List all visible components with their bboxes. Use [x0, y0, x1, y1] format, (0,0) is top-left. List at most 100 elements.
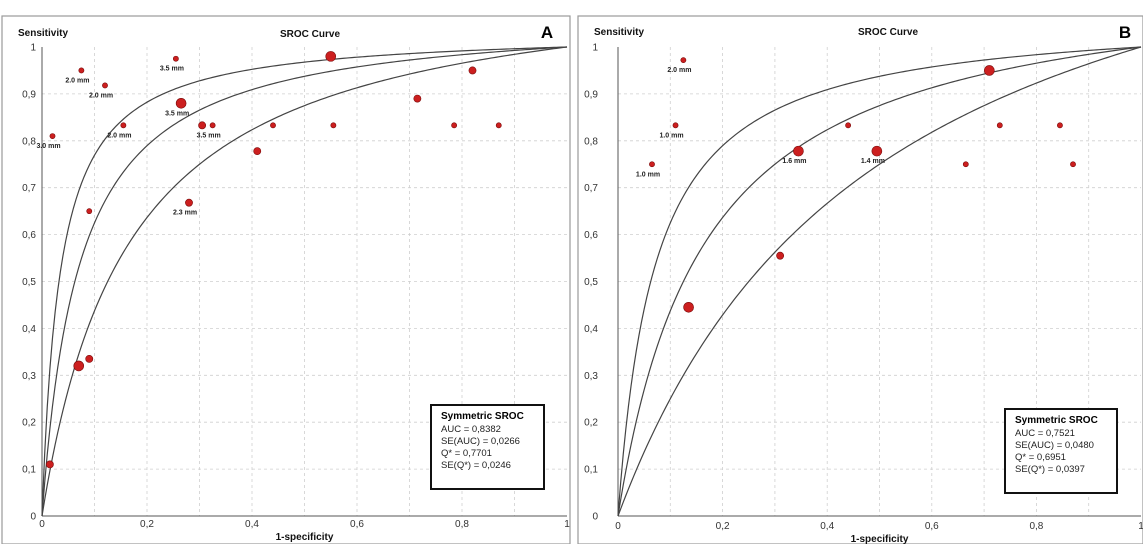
x-tick-label: 0: [39, 519, 45, 530]
data-point-label: 3.5 mm: [160, 66, 184, 73]
data-point-label: 3.0 mm: [36, 143, 60, 150]
data-point: [198, 121, 207, 130]
sroc-curve-2: [41, 46, 568, 517]
x-axis-title: 1-specificity: [276, 532, 334, 543]
x-tick-label: 0: [615, 521, 621, 532]
sroc-curve-3: [41, 46, 568, 517]
y-tick-label: 0,4: [584, 324, 598, 335]
legend-title: Symmetric SROC: [1015, 415, 1098, 426]
data-point-label: 1.0 mm: [636, 171, 660, 178]
data-point-label: 3.5 mm: [197, 132, 221, 139]
data-point: [172, 55, 179, 62]
data-point: [649, 161, 655, 168]
x-tick-label: 0,8: [1029, 521, 1043, 532]
sroc-curve-1: [617, 46, 1142, 517]
chart-panel-a: 0 0,2 0,4 0,6 0,8 1 0 0,1 0,2 0,3 0,4 0,5 0,6 0,7 0,8 0…: [1, 15, 571, 545]
data-point: [495, 122, 502, 129]
legend-stat: Q* = 0,7701: [441, 448, 492, 459]
y-tick-label: 0,2: [22, 418, 36, 429]
x-tick-label: 0,4: [245, 519, 259, 530]
y-tick-label: 0,3: [584, 371, 598, 382]
data-point: [984, 65, 995, 76]
data-point: [209, 122, 216, 129]
y-tick-label: 0: [30, 512, 36, 523]
y-axis-title: Sensitivity: [18, 28, 68, 39]
x-tick-label: 0,6: [925, 521, 939, 532]
data-point: [793, 145, 804, 157]
chart-title: SROC Curve: [280, 29, 340, 40]
legend-stat: SE(AUC) = 0,0480: [1015, 440, 1094, 451]
data-point: [102, 82, 108, 89]
data-point: [845, 122, 852, 129]
data-point: [996, 122, 1003, 129]
data-point: [270, 122, 276, 129]
data-point: [413, 94, 422, 103]
legend-stat: SE(Q*) = 0,0397: [1015, 464, 1085, 475]
panel-label: B: [1119, 23, 1131, 42]
data-point: [330, 122, 337, 129]
y-tick-label: 1: [30, 43, 36, 54]
data-point: [85, 354, 94, 363]
x-tick-label: 0,8: [455, 519, 469, 530]
data-point-label: 1.6 mm: [782, 158, 806, 165]
grid-lines: [42, 47, 567, 516]
data-point: [776, 251, 785, 260]
y-tick-label: 0,5: [584, 277, 598, 288]
y-axis-title: Sensitivity: [594, 27, 644, 38]
data-point-label: 2.0 mm: [89, 92, 113, 99]
data-point: [871, 145, 883, 157]
data-point: [86, 208, 93, 215]
y-tick-label: 1: [592, 43, 598, 54]
y-tick-label: 0,9: [584, 89, 598, 100]
panel-label: A: [541, 23, 553, 42]
data-point: [1070, 161, 1076, 168]
y-tick-label: 0,8: [22, 136, 36, 147]
data-point: [175, 97, 187, 109]
y-tick-label: 0,2: [584, 418, 598, 429]
y-tick-label: 0,1: [22, 465, 36, 476]
data-point: [680, 57, 687, 64]
y-tick-label: 0,6: [22, 230, 36, 241]
data-point: [683, 301, 694, 313]
legend-title: Symmetric SROC: [441, 411, 524, 422]
data-point: [73, 360, 85, 372]
data-point: [451, 122, 458, 129]
legend-frame: [1004, 408, 1118, 494]
data-point-label: 3.5 mm: [165, 110, 189, 117]
data-point: [253, 147, 262, 156]
x-tick-label: 0,6: [350, 519, 364, 530]
x-tick-label: 0,2: [140, 519, 154, 530]
y-tick-label: 0,8: [584, 136, 598, 147]
x-tick-label: 1: [564, 519, 570, 530]
sroc-curve-1: [41, 46, 568, 517]
y-tick-label: 0,6: [584, 230, 598, 241]
legend-stat: AUC = 0,8382: [441, 424, 501, 435]
legend-stat: AUC = 0,7521: [1015, 428, 1075, 439]
data-point: [78, 67, 85, 74]
x-axis-title: 1-specificity: [851, 534, 909, 544]
y-tick-label: 0: [592, 512, 598, 523]
data-point-label: 2.3 mm: [173, 210, 197, 217]
y-tick-label: 0,1: [584, 465, 598, 476]
sroc-curve-3: [617, 46, 1142, 517]
data-point: [468, 66, 477, 75]
data-point-label: 1.4 mm: [861, 158, 885, 165]
y-tick-label: 0,4: [22, 324, 36, 335]
data-point: [962, 161, 969, 168]
data-point: [49, 133, 56, 140]
data-point: [185, 198, 193, 207]
data-point-label: 1.0 mm: [659, 132, 683, 139]
data-point: [1057, 122, 1063, 129]
data-point-label: 2.0 mm: [667, 67, 691, 74]
data-point: [672, 122, 679, 129]
x-tick-label: 0,4: [820, 521, 834, 532]
data-point: [325, 51, 337, 62]
legend-stat: SE(Q*) = 0,0246: [441, 460, 511, 471]
data-point-label: 2.0 mm: [107, 132, 131, 139]
chart-title: SROC Curve: [858, 27, 918, 38]
data-point-label: 2.0 mm: [65, 77, 89, 84]
